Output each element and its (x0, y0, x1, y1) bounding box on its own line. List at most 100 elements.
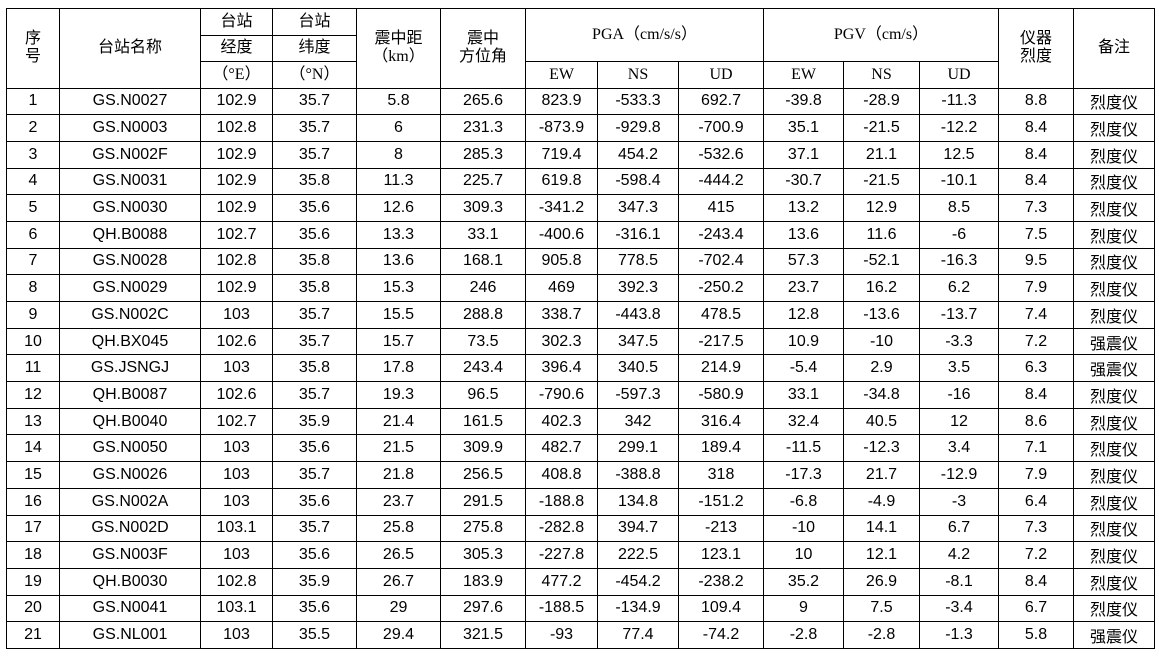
cell-azimuth: 96.5 (440, 381, 526, 409)
cell-pga-ew: -188.5 (525, 594, 598, 623)
cell-station-name: GS.N0041 (59, 594, 201, 623)
cell-index: 20 (6, 594, 60, 623)
cell-intensity: 7.1 (998, 434, 1074, 463)
cell-longitude: 102.7 (200, 407, 273, 436)
cell-azimuth: 161.5 (440, 407, 526, 436)
cell-index: 1 (6, 87, 60, 116)
cell-latitude: 35.8 (272, 354, 357, 383)
table-row: 13 QH.B0040 102.7 35.9 21.4 161.5 402.3 342 316.… (6, 407, 1155, 436)
cell-latitude: 35.8 (272, 247, 357, 276)
cell-pga-ew: 619.8 (525, 167, 598, 196)
cell-latitude: 35.9 (272, 567, 357, 596)
cell-pgv-ud: 4.2 (919, 541, 999, 569)
cell-station-name: GS.N0028 (59, 247, 201, 276)
cell-pga-ns: 392.3 (597, 274, 679, 302)
cell-pgv-ew: 57.3 (763, 247, 844, 276)
cell-note: 烈度仪 (1073, 247, 1155, 276)
cell-index: 13 (6, 407, 60, 436)
cell-pgv-ew: -6.8 (763, 487, 844, 516)
table-row: 5 GS.N0030 102.9 35.6 12.6 309.3 -341.2 347.3 41… (6, 194, 1155, 222)
cell-pgv-ns: -34.8 (843, 381, 920, 409)
cell-pgv-ns: -21.5 (843, 114, 920, 142)
cell-intensity: 6.3 (998, 354, 1074, 383)
cell-intensity: 6.7 (998, 594, 1074, 623)
cell-note: 烈度仪 (1073, 301, 1155, 329)
header-pgv-ns: NS (843, 61, 920, 89)
cell-longitude: 103.1 (200, 514, 273, 543)
cell-intensity: 8.4 (998, 167, 1074, 196)
cell-pgv-ew: 12.8 (763, 301, 844, 329)
cell-note: 烈度仪 (1073, 381, 1155, 409)
cell-latitude: 35.9 (272, 407, 357, 436)
table-row: 1 GS.N0027 102.9 35.7 5.8 265.6 823.9 -533.3 692… (6, 87, 1155, 116)
cell-azimuth: 275.8 (440, 514, 526, 543)
cell-station-name: GS.N0003 (59, 114, 201, 142)
cell-pgv-ud: 12.5 (919, 140, 999, 169)
cell-index: 17 (6, 514, 60, 543)
cell-pga-ud: 189.4 (678, 434, 764, 463)
cell-pga-ew: 823.9 (525, 87, 598, 116)
cell-epicentral-distance: 29.4 (356, 621, 441, 649)
cell-epicentral-distance: 12.6 (356, 194, 441, 222)
cell-latitude: 35.7 (272, 327, 357, 356)
cell-pga-ew: 482.7 (525, 434, 598, 463)
cell-station-name: GS.N002D (59, 514, 201, 543)
table-row: 14 GS.N0050 103 35.6 21.5 309.9 482.7 299.1 189.… (6, 434, 1155, 463)
cell-index: 10 (6, 327, 60, 356)
cell-pga-ud: -74.2 (678, 621, 764, 649)
cell-pgv-ud: 3.5 (919, 354, 999, 383)
cell-epicentral-distance: 8 (356, 140, 441, 169)
cell-latitude: 35.7 (272, 140, 357, 169)
cell-azimuth: 231.3 (440, 114, 526, 142)
cell-epicentral-distance: 19.3 (356, 381, 441, 409)
cell-pgv-ns: 12.9 (843, 194, 920, 222)
cell-pgv-ud: -13.7 (919, 301, 999, 329)
cell-pga-ns: 394.7 (597, 514, 679, 543)
cell-pga-ud: 214.9 (678, 354, 764, 383)
cell-longitude: 102.9 (200, 274, 273, 302)
table-row: 7 GS.N0028 102.8 35.8 13.6 168.1 905.8 778.5 -70… (6, 247, 1155, 276)
header-azimuth: 震中 方位角 (440, 8, 526, 89)
cell-pga-ew: 402.3 (525, 407, 598, 436)
cell-note: 烈度仪 (1073, 114, 1155, 142)
cell-longitude: 102.9 (200, 167, 273, 196)
cell-pga-ud: 478.5 (678, 301, 764, 329)
cell-index: 4 (6, 167, 60, 196)
cell-pgv-ud: -16.3 (919, 247, 999, 276)
cell-pgv-ud: 6.7 (919, 514, 999, 543)
cell-pgv-ns: 7.5 (843, 594, 920, 623)
cell-pgv-ew: 9 (763, 594, 844, 623)
cell-latitude: 35.8 (272, 274, 357, 302)
cell-pga-ew: 719.4 (525, 140, 598, 169)
cell-longitude: 103.1 (200, 594, 273, 623)
cell-pga-ud: -151.2 (678, 487, 764, 516)
cell-pgv-ns: 21.1 (843, 140, 920, 169)
cell-longitude: 103 (200, 434, 273, 463)
cell-intensity: 7.2 (998, 541, 1074, 569)
cell-intensity: 7.5 (998, 220, 1074, 249)
cell-longitude: 102.8 (200, 247, 273, 276)
cell-azimuth: 321.5 (440, 621, 526, 649)
cell-intensity: 8.4 (998, 114, 1074, 142)
cell-pgv-ud: 8.5 (919, 194, 999, 222)
cell-pga-ew: 396.4 (525, 354, 598, 383)
cell-pgv-ew: 13.2 (763, 194, 844, 222)
table-row: 2 GS.N0003 102.8 35.7 6 231.3 -873.9 -929.8 -700… (6, 114, 1155, 142)
cell-latitude: 35.7 (272, 87, 357, 116)
cell-pgv-ud: 3.4 (919, 434, 999, 463)
cell-index: 5 (6, 194, 60, 222)
cell-pga-ud: -217.5 (678, 327, 764, 356)
cell-pgv-ud: -11.3 (919, 87, 999, 116)
table-row: 20 GS.N0041 103.1 35.6 29 297.6 -188.5 -134.9 10… (6, 594, 1155, 623)
cell-intensity: 7.3 (998, 514, 1074, 543)
cell-note: 烈度仪 (1073, 194, 1155, 222)
cell-epicentral-distance: 29 (356, 594, 441, 623)
cell-note: 烈度仪 (1073, 514, 1155, 543)
cell-latitude: 35.6 (272, 487, 357, 516)
cell-note: 烈度仪 (1073, 567, 1155, 596)
header-pga-ns: NS (597, 61, 679, 89)
station-data-table: 序号 台站名称 台站 台站 震中距 （km） 震中 方位角 PGA（cm/s/s） … (6, 8, 1155, 649)
cell-index: 16 (6, 487, 60, 516)
cell-index: 9 (6, 301, 60, 329)
cell-pgv-ns: 12.1 (843, 541, 920, 569)
